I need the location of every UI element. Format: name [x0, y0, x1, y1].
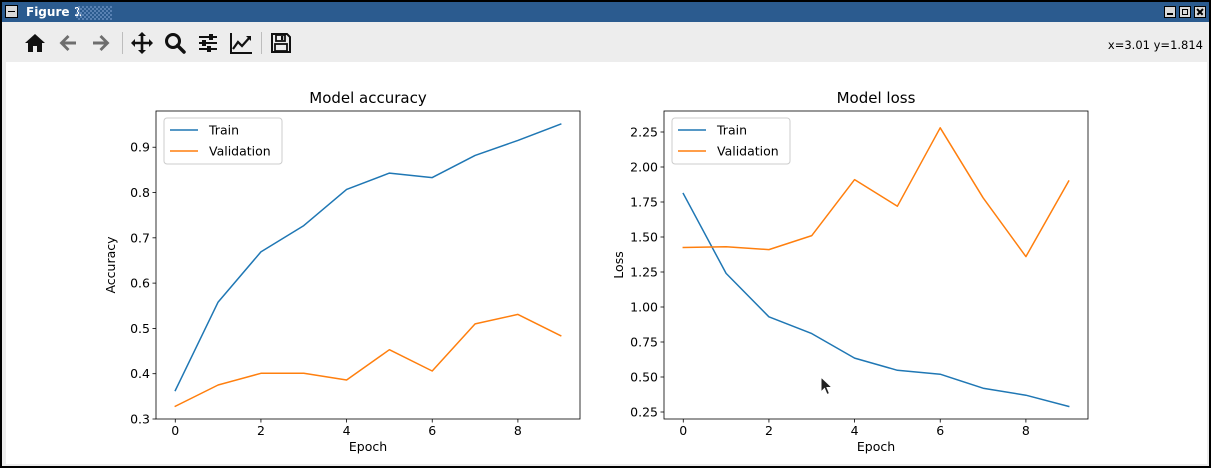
chart2-y-tick-label: 0.50 [630, 370, 658, 385]
zoom-icon [165, 33, 186, 54]
home-icon [25, 34, 45, 52]
chart1-x-tick-label: 2 [257, 423, 265, 438]
chart2-y-tick-label: 1.75 [630, 195, 658, 210]
chart2-legend-label-train: Train [716, 123, 747, 138]
chart1-x-tick-label: 4 [343, 423, 351, 438]
chart2-axes-frame [663, 110, 1089, 420]
maximize-icon[interactable] [1179, 6, 1191, 18]
minimize-icon[interactable] [1164, 6, 1176, 18]
chart2-x-tick-label: 4 [851, 423, 859, 438]
chart2-x-tick-label: 0 [679, 423, 687, 438]
chart2-y-tick-label: 0.75 [630, 335, 658, 350]
navigation-toolbar: x=3.01 y=1.814 [2, 22, 1209, 62]
chart2-y-tick-label: 2.00 [630, 160, 658, 175]
figure-canvas[interactable]: 0 2 4 6 8 0.3 0.4 0.5 0.6 0.7 0.8 0.9 Model accuracy… [6, 62, 1207, 464]
chart1-title: Model accuracy [309, 89, 427, 107]
chart1-y-tick-label: 0.8 [130, 185, 150, 200]
subplots-config-icon [199, 34, 217, 52]
close-icon[interactable] [1194, 6, 1206, 18]
chart2-series-validation-line [682, 127, 1070, 258]
chart2-x-tick-label: 8 [1022, 423, 1030, 438]
chart1-y-tick-label: 0.5 [130, 321, 150, 336]
chart1-axes-frame [155, 110, 581, 420]
pan-icon [131, 32, 153, 54]
chart1-series-validation-line [174, 313, 562, 408]
chart2-legend-label-validation: Validation [717, 144, 779, 159]
zoom-button[interactable] [161, 29, 189, 57]
toolbar-separator [261, 32, 262, 54]
home-button[interactable] [21, 29, 49, 57]
chart1-series-train-line [174, 123, 562, 392]
chart2-x-tick-label: 2 [765, 423, 773, 438]
mouse-cursor-icon [820, 376, 834, 396]
chart2-y-tick-label: 0.25 [630, 405, 658, 420]
chart1-x-axis-label: Epoch [349, 439, 387, 454]
title-bar[interactable]: Figure 1 [2, 2, 1209, 22]
chart2-y-axis-label: Loss [611, 251, 626, 278]
chart2-y-tick-label: 1.25 [630, 265, 658, 280]
pan-button[interactable] [128, 29, 156, 57]
toolbar-separator [122, 32, 123, 54]
chart2-x-axis-label: Epoch [857, 439, 895, 454]
chart1-legend-label-validation: Validation [209, 144, 271, 159]
back-arrow-icon [59, 35, 76, 51]
edit-axes-icon [230, 33, 252, 54]
chart2-x-tick-label: 6 [936, 423, 944, 438]
chart1-legend-label-train: Train [208, 123, 239, 138]
forward-arrow-icon [93, 35, 110, 51]
forward-button[interactable] [87, 29, 115, 57]
chart2-series-train-line [682, 192, 1070, 408]
save-button[interactable] [267, 29, 295, 57]
chart1-y-tick-label: 0.3 [130, 412, 150, 427]
chart1-x-tick-label: 6 [428, 423, 436, 438]
window-title: Figure 1 [26, 5, 83, 19]
edit-axes-button[interactable] [227, 29, 255, 57]
chart1-y-tick-label: 0.6 [130, 276, 150, 291]
chart2-title: Model loss [837, 89, 916, 107]
chart1-x-tick-label: 0 [171, 423, 179, 438]
cursor-coordinates: x=3.01 y=1.814 [1107, 38, 1203, 52]
window-menu-icon[interactable] [5, 5, 18, 18]
chart1-y-tick-label: 0.4 [130, 366, 150, 381]
configure-subplots-button[interactable] [194, 29, 222, 57]
title-bar-pattern [76, 6, 112, 20]
save-icon [271, 33, 291, 53]
chart1-y-axis-label: Accuracy [103, 236, 118, 294]
back-button[interactable] [54, 29, 82, 57]
chart1-y-tick-label: 0.7 [130, 230, 150, 245]
chart2-y-tick-label: 2.25 [630, 125, 658, 140]
chart1-x-tick-label: 8 [514, 423, 522, 438]
chart1-y-tick-label: 0.9 [130, 140, 150, 155]
chart2-y-tick-label: 1.50 [630, 230, 658, 245]
figure-svg[interactable]: 0 2 4 6 8 0.3 0.4 0.5 0.6 0.7 0.8 0.9 Model accuracy… [6, 62, 1207, 464]
chart2-y-tick-label: 1.00 [630, 300, 658, 315]
